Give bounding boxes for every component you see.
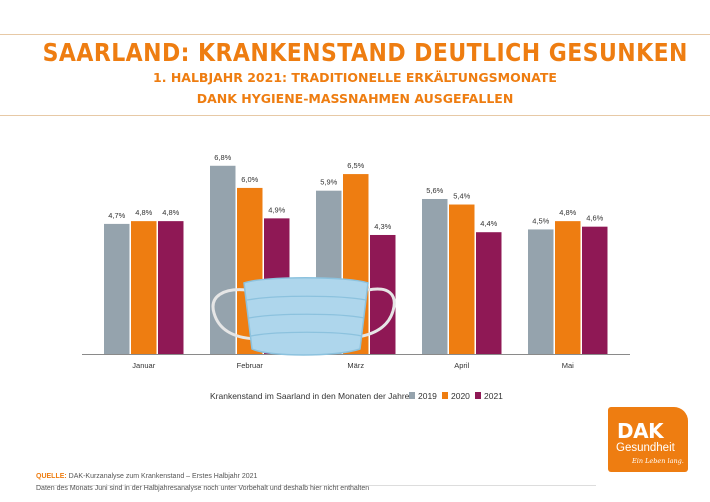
bar-2019 — [528, 229, 554, 354]
x-tick-label: Mai — [562, 361, 574, 370]
bar-value-label: 6,8% — [214, 153, 231, 162]
bar-value-label: 4,6% — [586, 214, 603, 223]
logo-tagline: Ein Leben lang. — [632, 457, 684, 465]
logo-brand: DAK — [617, 419, 663, 443]
x-tick-label: Februar — [237, 361, 264, 370]
legend-label-2019: 2019 — [418, 391, 437, 401]
bar-2020 — [449, 205, 475, 354]
bar-2019 — [422, 199, 448, 354]
bar-value-label: 4,8% — [135, 208, 152, 217]
footer-note: Daten des Monats Juni sind in der Halbja… — [36, 485, 369, 492]
dak-logo: DAK Gesundheit Ein Leben lang. — [608, 407, 688, 472]
bar-2019 — [104, 224, 130, 354]
x-tick-label: März — [347, 361, 364, 370]
bar-value-label: 4,3% — [374, 222, 391, 231]
bar-2021 — [476, 232, 502, 354]
bar-value-label: 5,4% — [453, 192, 470, 201]
bar-value-label: 4,7% — [108, 211, 125, 220]
x-tick-label: Januar — [132, 361, 155, 370]
legend-swatch-2019 — [409, 392, 415, 399]
source-line: QUELLE: DAK-Kurzanalyse zum Krankenstand… — [36, 473, 257, 480]
bar-value-label: 4,5% — [532, 216, 549, 225]
legend-label-2021: 2021 — [484, 391, 503, 401]
bar-value-label: 5,6% — [426, 186, 443, 195]
bar-value-label: 4,8% — [559, 208, 576, 217]
bar-2021 — [158, 221, 184, 354]
bar-value-label: 4,8% — [162, 208, 179, 217]
bar-2020 — [131, 221, 157, 354]
bar-value-label: 5,9% — [320, 178, 337, 187]
chart-legend: Krankenstand im Saarland in den Monaten … — [210, 391, 503, 401]
x-tick-label: April — [454, 361, 469, 370]
legend-swatch-2021 — [475, 392, 481, 399]
bar-value-label: 6,5% — [347, 161, 364, 170]
bar-value-label: 4,9% — [268, 205, 285, 214]
legend-label-2020: 2020 — [451, 391, 470, 401]
bar-value-label: 4,4% — [480, 219, 497, 228]
bar-2021 — [582, 227, 608, 354]
source-text: DAK-Kurzanalyse zum Krankenstand – Erste… — [67, 473, 258, 480]
source-label: QUELLE: — [36, 473, 67, 480]
logo-name: Gesundheit — [616, 442, 675, 454]
legend-swatch-2020 — [442, 392, 448, 399]
bar-2020 — [555, 221, 581, 354]
bar-chart: 4,7% 4,8% 4,8% Januar 6,8% 6,0% 4,9% Februar 5,9… — [0, 0, 710, 420]
bar-value-label: 6,0% — [241, 175, 258, 184]
legend-title: Krankenstand im Saarland in den Monaten … — [210, 391, 410, 401]
